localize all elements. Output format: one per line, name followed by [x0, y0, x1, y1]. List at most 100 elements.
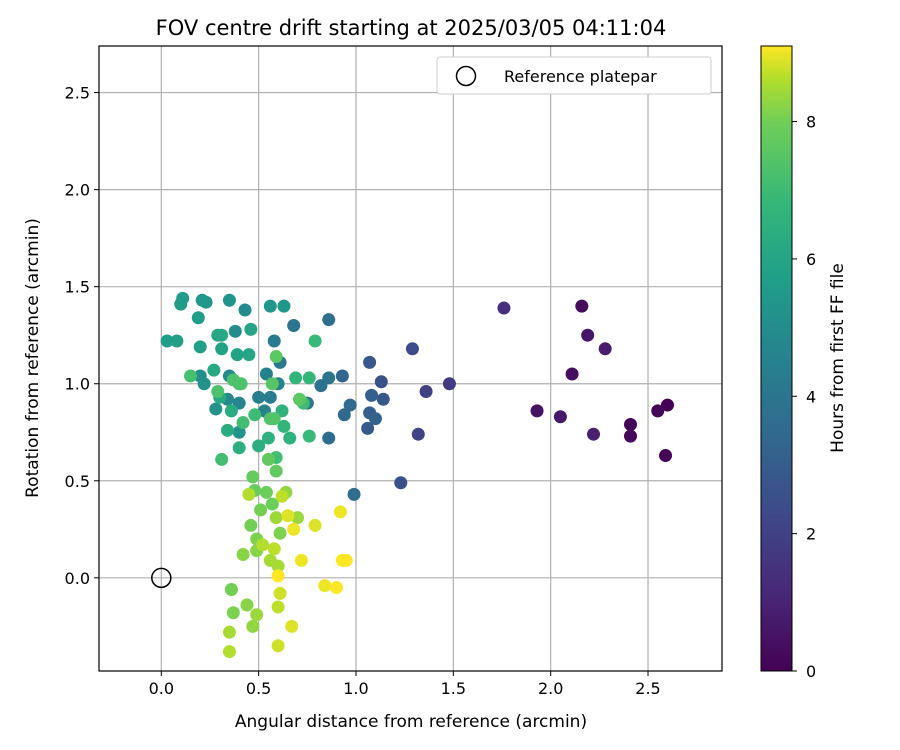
data-point: [267, 334, 281, 348]
data-point: [246, 619, 260, 633]
colorbar-tick-label: 0: [806, 662, 816, 681]
data-point: [530, 404, 544, 418]
data-point: [252, 439, 266, 453]
data-point: [660, 398, 674, 412]
data-point: [291, 511, 305, 525]
data-point: [347, 487, 361, 501]
legend-reference-marker: [455, 65, 477, 87]
data-point: [256, 538, 270, 552]
data-point: [337, 408, 351, 422]
data-point: [209, 402, 223, 416]
x-tick-label: 1.0: [343, 679, 368, 698]
data-point: [248, 408, 262, 422]
data-point: [287, 319, 301, 333]
chart-title: FOV centre drift starting at 2025/03/05 …: [156, 16, 667, 40]
data-point: [271, 569, 285, 583]
data-point: [273, 586, 287, 600]
data-point: [230, 348, 244, 362]
data-point: [322, 371, 336, 385]
colorbar-tick-label: 2: [806, 525, 816, 544]
data-point: [195, 293, 209, 307]
data-point: [184, 369, 198, 383]
data-point: [575, 299, 589, 313]
data-point: [269, 464, 283, 478]
data-point: [250, 608, 264, 622]
plot-frame: [98, 45, 723, 672]
data-point: [277, 419, 291, 433]
y-tick-label: 2.0: [65, 181, 90, 200]
data-point: [224, 582, 238, 596]
y-tick-label: 1.5: [65, 278, 90, 297]
data-point: [261, 452, 275, 466]
colorbar-tick-label: 4: [806, 387, 816, 406]
data-point: [365, 388, 379, 402]
y-tick-label: 0.0: [65, 569, 90, 588]
data-point: [170, 334, 184, 348]
data-point: [294, 553, 308, 567]
data-point: [207, 363, 221, 377]
data-point: [215, 452, 229, 466]
data-point: [259, 485, 273, 499]
x-tick-label: 2.5: [635, 679, 660, 698]
data-point: [271, 600, 285, 614]
data-point: [553, 410, 567, 424]
data-point: [222, 625, 236, 639]
data-point: [263, 299, 277, 313]
data-point: [215, 328, 229, 342]
data-point: [269, 350, 283, 364]
data-point: [236, 548, 250, 562]
data-point: [238, 303, 252, 317]
data-point: [651, 404, 665, 418]
data-point: [318, 579, 332, 593]
y-axis-ticks: 0.0 0.5 1.0 1.5 2.0 2.5: [65, 84, 99, 588]
data-point: [236, 416, 250, 430]
colorbar-tick-label: 6: [806, 250, 816, 269]
legend: Reference platepar: [436, 56, 712, 95]
data-point: [394, 476, 408, 490]
data-point: [273, 526, 287, 540]
data-point: [222, 293, 236, 307]
grid-lines: [99, 46, 722, 671]
x-tick-label: 2.0: [538, 679, 563, 698]
data-point: [244, 322, 258, 336]
data-point: [302, 371, 316, 385]
data-point: [252, 390, 266, 404]
data-point: [232, 441, 246, 455]
x-axis-label: Angular distance from reference (arcmin): [235, 712, 587, 732]
data-point: [497, 301, 511, 315]
data-point: [197, 377, 211, 391]
y-tick-label: 2.5: [65, 84, 90, 103]
data-point: [220, 423, 234, 437]
colorbar-gradient: [760, 45, 793, 672]
data-point: [259, 367, 273, 381]
data-point: [419, 384, 433, 398]
data-point: [376, 392, 390, 406]
data-point: [263, 390, 277, 404]
data-point: [374, 375, 388, 389]
data-point: [581, 328, 595, 342]
reference-platepar-marker: [151, 567, 172, 589]
data-point: [405, 342, 419, 356]
data-point: [228, 324, 242, 338]
y-tick-label: 1.0: [65, 375, 90, 394]
data-point: [623, 417, 637, 431]
data-point: [267, 412, 281, 426]
data-point: [302, 429, 316, 443]
data-point: [244, 518, 258, 532]
data-point: [343, 398, 357, 412]
data-point: [215, 342, 229, 356]
data-point: [265, 497, 279, 511]
data-point: [293, 392, 307, 406]
data-point: [275, 489, 289, 503]
data-point: [335, 369, 349, 383]
data-point: [261, 431, 275, 445]
data-point: [623, 429, 637, 443]
data-point: [160, 334, 174, 348]
data-point: [234, 377, 248, 391]
data-point: [222, 645, 236, 659]
colorbar-ticks: 0 2 4 6 8: [792, 113, 816, 681]
data-point: [287, 522, 301, 536]
data-point: [659, 449, 673, 463]
data-point: [246, 470, 260, 484]
x-axis-ticks: 0.0 0.5 1.0 1.5 2.0 2.5: [149, 671, 661, 698]
